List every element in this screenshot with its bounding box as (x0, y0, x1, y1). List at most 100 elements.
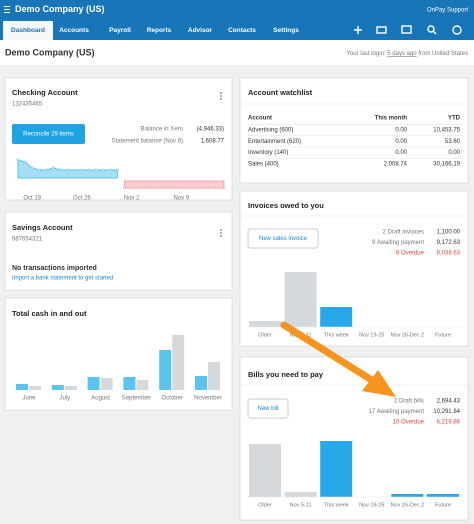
balance-point (186, 186, 190, 190)
stat-label: 2 Draft bills (394, 399, 424, 405)
x-tick-label: Older (258, 502, 272, 508)
balance-point (194, 186, 197, 190)
card-title: Checking Account (12, 88, 78, 97)
aging-bar[interactable] (284, 272, 317, 327)
nav-item[interactable]: Advisor (188, 27, 213, 34)
login-link[interactable]: 5 days ago (387, 51, 417, 57)
x-tick-label: Nov 2 (124, 196, 140, 202)
x-tick-label: October (162, 396, 183, 402)
x-tick-label: Nov 9 (173, 196, 189, 202)
balance-point (16, 158, 20, 162)
savings-card (4, 211, 233, 291)
stat-value: 8,038.63 (437, 251, 461, 257)
balance-point (73, 168, 77, 172)
new-bill-button[interactable] (247, 398, 289, 419)
import-link[interactable]: Import a bank statement to get started (12, 276, 113, 282)
aging-bar[interactable] (249, 321, 281, 327)
annotation-arrow (280, 321, 396, 397)
balance-point (30, 166, 34, 170)
balance-point (172, 186, 176, 190)
x-tick-label: August (91, 396, 110, 402)
column-header: YTD (448, 116, 461, 122)
stat-value: 6,219.86 (437, 420, 461, 426)
nav-item[interactable]: Payroll (109, 27, 131, 34)
button-label[interactable]: New bill (257, 406, 278, 412)
card-title: Savings Account (12, 223, 73, 232)
stat-label: 8 Overdue (396, 251, 425, 257)
card-title: Bills you need to pay (248, 370, 324, 379)
cash-bar (172, 335, 185, 390)
cash-bar (136, 380, 149, 390)
balance-point (179, 186, 183, 190)
x-tick-label: Oct 19 (23, 196, 41, 202)
statement-value: 1,608.77 (201, 139, 225, 145)
watchlist-card (239, 77, 469, 184)
x-tick-label: Oct 26 (73, 196, 91, 202)
x-tick-label: This week (324, 502, 349, 508)
page-title: Demo Company (US) (5, 47, 95, 57)
balance-value: (4,946.33) (197, 127, 224, 133)
button-label[interactable]: Reconcile 29 items (23, 132, 74, 138)
nav-item[interactable]: Settings (273, 27, 299, 34)
balance-point (101, 168, 105, 172)
button-label[interactable]: New sales invoice (259, 236, 308, 242)
cell: 30,166.19 (433, 161, 460, 167)
balance-point (123, 186, 126, 190)
x-tick-label: June (22, 396, 36, 402)
cash-bar (208, 362, 220, 390)
x-tick-label: September (122, 396, 151, 402)
aging-bar[interactable] (427, 494, 459, 497)
cell: Advertising (600) (248, 128, 293, 134)
aging-bar[interactable] (249, 444, 281, 497)
balance-point (66, 168, 70, 172)
empty-message: No transactions imported (12, 265, 97, 272)
account-number: 987654321 (12, 237, 43, 243)
balance-point (165, 186, 169, 190)
cell: 0.00 (448, 150, 460, 156)
stat-label: 10 Overdue (393, 420, 425, 426)
card-menu[interactable] (220, 92, 222, 100)
menu-icon (4, 6, 10, 13)
balance-point (94, 168, 98, 172)
cell: Inventory (140) (248, 150, 288, 156)
card-menu[interactable] (220, 229, 222, 237)
balance-point (108, 168, 112, 172)
aging-bar[interactable] (284, 492, 317, 497)
balance-point (45, 168, 48, 172)
toolbar-icons[interactable] (354, 25, 462, 35)
x-tick-label: November (194, 396, 222, 402)
x-tick-label: Nov 5-11 (290, 502, 312, 508)
nav-item[interactable]: Accounts (59, 27, 89, 34)
x-tick-label: Nov 19-25 (359, 502, 384, 508)
column-header: This month (375, 116, 408, 122)
header (0, 40, 474, 65)
balance-point (87, 168, 91, 172)
cash-card (4, 297, 233, 411)
nav-item[interactable]: Dashboard (11, 27, 45, 34)
x-tick-label: Nov 19-25 (359, 332, 384, 338)
login-prefix: Your last login: (346, 51, 385, 57)
x-tick-label: Nov 26-Dec 2 (391, 332, 425, 338)
balance-point (151, 186, 155, 190)
x-tick-label: Future (435, 502, 451, 508)
cell: 53.60 (445, 139, 461, 145)
reconcile-button[interactable] (12, 124, 85, 144)
aging-bar[interactable] (391, 494, 424, 497)
user-name[interactable]: OnPay Support (427, 8, 468, 14)
column-header: Account (248, 116, 272, 122)
statement-label: Statement balance (Nov 8) (112, 139, 183, 145)
nav-item[interactable]: Reports (147, 27, 172, 34)
stat-value: 2,694.43 (437, 399, 461, 405)
nav-item[interactable]: Contacts (228, 27, 256, 34)
new-invoice-button[interactable] (247, 228, 319, 249)
stat-value: 1,100.00 (437, 230, 461, 236)
invoices-card (239, 190, 469, 347)
x-tick-label: Future (435, 332, 451, 338)
aging-bar[interactable] (320, 307, 353, 327)
org-name[interactable]: Demo Company (US) (15, 4, 105, 14)
cell: Entertainment (620) (248, 139, 301, 145)
aging-bar[interactable] (320, 441, 353, 497)
card-title: Invoices owed to you (248, 201, 324, 210)
active-tab[interactable] (3, 21, 53, 40)
